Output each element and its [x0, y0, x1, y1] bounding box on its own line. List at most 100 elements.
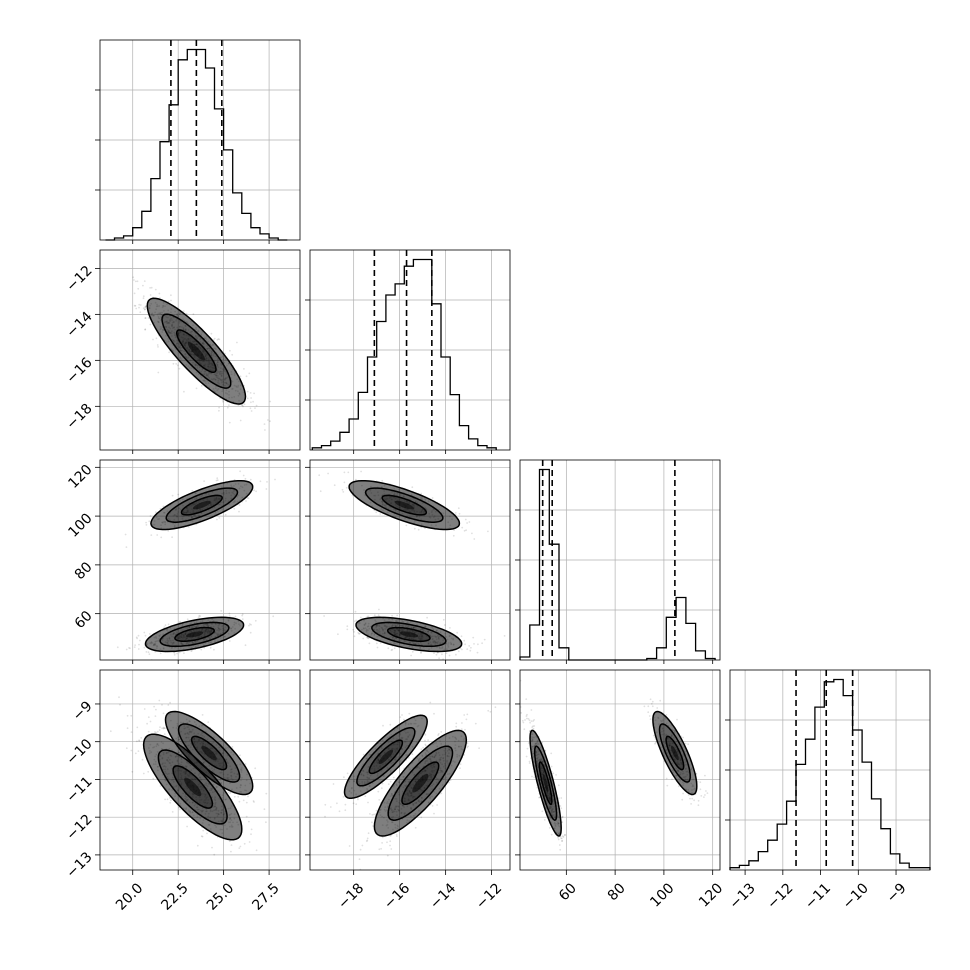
sample-point	[466, 522, 468, 524]
sample-point	[449, 627, 451, 629]
sample-point	[248, 624, 250, 627]
sample-point	[131, 770, 134, 773]
sample-point	[213, 853, 216, 856]
sample-point	[367, 637, 369, 639]
sample-point	[200, 648, 203, 651]
sample-point	[143, 646, 146, 649]
density-contour	[343, 714, 428, 800]
sample-point	[169, 797, 171, 799]
sample-point	[344, 803, 347, 806]
sample-point	[561, 839, 564, 842]
density-contour	[386, 626, 431, 642]
sample-point	[392, 776, 395, 779]
y-tick-label: −11	[63, 774, 95, 806]
sample-point	[420, 652, 422, 654]
sample-point	[157, 346, 159, 348]
sample-point	[503, 635, 506, 637]
sample-point	[436, 651, 439, 654]
sample-point	[238, 504, 241, 506]
sample-point	[249, 631, 252, 634]
sample-point	[377, 614, 380, 617]
sample-point	[137, 750, 140, 752]
sample-point	[263, 423, 266, 425]
sample-point	[457, 507, 460, 510]
sample-point	[156, 534, 159, 536]
sample-point	[169, 801, 172, 804]
sample-point	[236, 341, 238, 344]
scatter-panel-3-2	[515, 669, 721, 871]
sample-point	[203, 480, 206, 482]
sample-point	[431, 805, 434, 807]
sample-point	[239, 754, 241, 757]
sample-point	[169, 701, 172, 704]
sample-point	[167, 529, 170, 532]
sample-point	[527, 718, 530, 720]
sample-point	[440, 731, 443, 733]
sample-point	[424, 733, 427, 736]
density-fill	[394, 500, 414, 510]
sample-point	[143, 708, 146, 710]
sample-point	[473, 538, 476, 540]
histogram-step-line	[519, 468, 716, 661]
sample-point	[255, 490, 257, 493]
sample-point	[250, 397, 253, 399]
sample-point	[242, 405, 244, 408]
sample-point	[200, 384, 203, 387]
sample-point	[341, 488, 344, 491]
density-contour	[381, 494, 428, 516]
sample-point	[250, 401, 252, 404]
sample-point	[245, 375, 248, 378]
sample-point	[561, 840, 563, 842]
sample-point	[238, 847, 241, 849]
sample-point	[191, 649, 193, 652]
sample-point	[469, 649, 472, 652]
y-tick-label: 60	[72, 608, 96, 632]
sample-point	[369, 813, 371, 815]
sample-point	[244, 644, 247, 647]
sample-point	[162, 726, 165, 729]
sample-point	[433, 652, 435, 654]
sample-point	[407, 756, 410, 759]
sample-point	[390, 649, 393, 652]
density-contour	[371, 621, 447, 648]
sample-point	[201, 835, 204, 838]
sample-point	[343, 471, 346, 474]
sample-point	[200, 835, 203, 838]
sample-point	[424, 744, 427, 747]
sample-point	[241, 614, 244, 617]
sample-point	[150, 534, 153, 536]
sample-point	[361, 844, 364, 847]
sample-point	[346, 628, 349, 631]
sample-point	[233, 795, 236, 798]
sample-point	[156, 344, 159, 346]
sample-point	[148, 520, 151, 523]
sample-point	[520, 712, 523, 714]
sample-point	[142, 307, 145, 310]
sample-point	[216, 479, 219, 481]
sample-point	[136, 280, 139, 283]
sample-point	[437, 733, 440, 735]
sample-point	[387, 783, 390, 785]
sample-point	[249, 478, 252, 481]
sample-point	[143, 631, 146, 634]
density-fill	[412, 774, 429, 793]
density-contour	[157, 749, 228, 825]
sample-point	[241, 404, 243, 406]
sample-point	[239, 375, 242, 378]
sample-point	[381, 782, 384, 785]
sample-point	[532, 725, 534, 727]
sample-point	[324, 815, 326, 818]
sample-point	[125, 747, 128, 750]
density-contour	[161, 313, 232, 389]
sample-point	[177, 364, 179, 367]
sample-point	[254, 407, 256, 409]
sample-point	[352, 802, 355, 805]
sample-point	[372, 813, 375, 816]
sample-point	[463, 529, 466, 532]
y-tick-label: −18	[63, 401, 95, 433]
sample-point	[474, 722, 477, 725]
sample-point	[355, 478, 357, 481]
sample-point	[476, 651, 479, 654]
sample-point	[144, 328, 147, 331]
sample-point	[426, 616, 428, 619]
